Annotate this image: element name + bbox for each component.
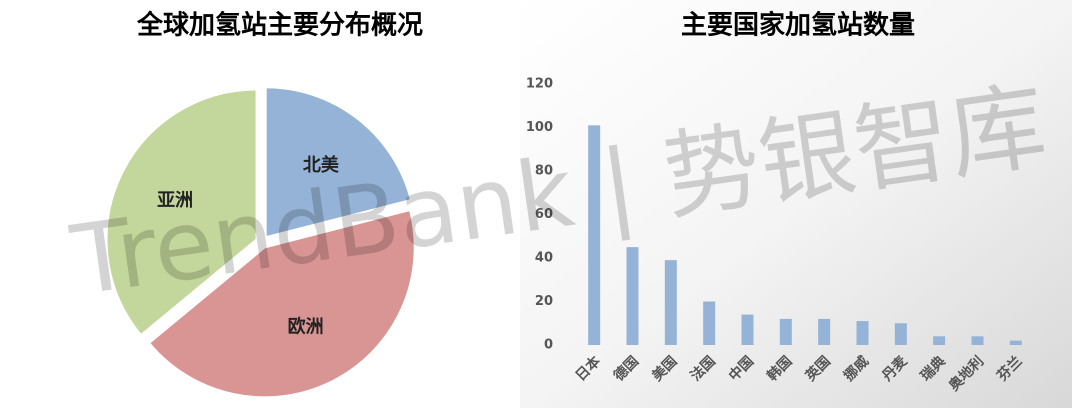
- y-tick-label: 20: [535, 294, 553, 309]
- bar: [741, 314, 754, 345]
- y-tick-label: 80: [535, 164, 553, 179]
- slice-label: 欧洲: [288, 316, 324, 338]
- pie-slice: [147, 208, 416, 399]
- bar: [626, 247, 639, 345]
- chart-title: 主要国家加氢站数量: [681, 10, 915, 41]
- bar: [588, 125, 601, 345]
- bar: [894, 323, 907, 345]
- pie-slice: [264, 86, 413, 239]
- bar: [818, 318, 831, 345]
- bar: [971, 336, 984, 345]
- bar: [933, 336, 946, 345]
- y-tick-label: 120: [526, 77, 553, 92]
- y-tick-label: 100: [526, 120, 553, 135]
- y-tick-label: 60: [535, 207, 553, 222]
- bar: [856, 321, 869, 345]
- pie-slice: [105, 88, 258, 337]
- bar: [1009, 340, 1022, 345]
- slice-label: 亚洲: [157, 190, 193, 211]
- slice-label: 北美: [303, 154, 339, 176]
- bar: [664, 260, 677, 345]
- bar: [703, 301, 716, 345]
- y-tick-label: 40: [535, 251, 553, 266]
- bar: [779, 318, 792, 345]
- chart-title: 全球加氢站主要分布概况: [136, 10, 423, 41]
- y-tick-label: 0: [544, 338, 553, 353]
